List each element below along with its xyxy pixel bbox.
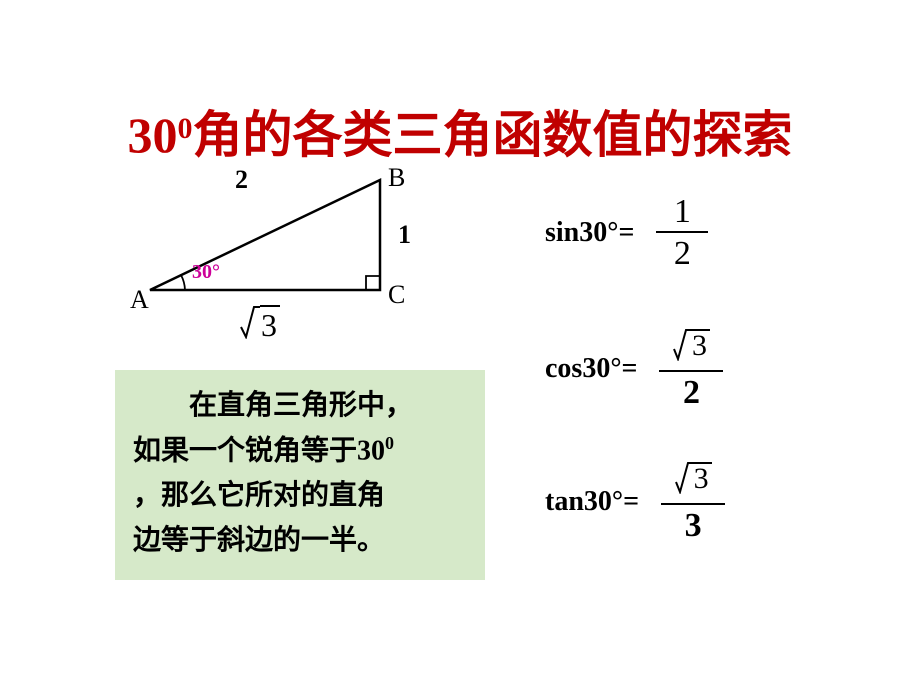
side-ab: 2 [235, 165, 248, 195]
vertex-c: C [388, 280, 405, 310]
tan30-den: 3 [685, 505, 702, 543]
title-prefix: 30 [128, 107, 178, 163]
triangle-shape [150, 180, 380, 290]
theorem-line2a: 如果一个锐角等于 [133, 435, 357, 466]
title-suffix: 角的各类三角函数值的探索 [193, 107, 793, 163]
theorem-line2-sup: 0 [385, 433, 394, 453]
radical-icon [240, 303, 260, 339]
radical-icon [673, 327, 691, 361]
theorem-line1: 在直角三角形中， [189, 390, 413, 421]
angle-arc [181, 275, 185, 290]
theorem-line3: ，那么它所对的直角 [133, 480, 385, 511]
slide-title: 300角的各类三角函数值的探索 [0, 95, 920, 167]
side-ac-sqrt: 3 [240, 303, 280, 348]
sin30-num: 1 [668, 195, 697, 231]
sin30-frac: 1 2 [656, 195, 708, 271]
vertex-b: B [388, 163, 405, 193]
theorem-line4: 边等于斜边的一半。 [133, 525, 385, 556]
tan30-frac: 3 3 [661, 460, 725, 543]
cos30-radicand: 3 [691, 329, 710, 361]
right-angle-marker [366, 276, 380, 290]
angle-30: 30° [192, 261, 220, 284]
tan30-num: 3 [669, 460, 718, 503]
triangle-svg [130, 175, 450, 335]
tan30-lhs: tan30°= [545, 486, 639, 518]
vertex-a: A [130, 285, 149, 315]
theorem-line2b: 30 [357, 435, 385, 466]
cos30-num: 3 [667, 327, 716, 370]
radical-icon [675, 460, 693, 494]
eq-tan30: tan30°= 3 3 [545, 460, 725, 543]
tan30-radicand: 3 [693, 462, 712, 494]
cos30-den: 2 [683, 372, 700, 410]
title-sup: 0 [178, 112, 193, 145]
eq-sin30: sin30°= 1 2 [545, 195, 708, 271]
sin30-lhs: sin30°= [545, 217, 634, 249]
side-ac-radicand: 3 [260, 305, 280, 344]
eq-cos30: cos30°= 3 2 [545, 327, 723, 410]
cos30-frac: 3 2 [659, 327, 723, 410]
cos30-lhs: cos30°= [545, 353, 637, 385]
side-bc: 1 [398, 220, 411, 250]
triangle-diagram: A B C 2 1 30° 3 [130, 175, 450, 335]
theorem-box: 在直角三角形中， 如果一个锐角等于300 ，那么它所对的直角 边等于斜边的一半。 [115, 370, 485, 580]
sin30-den: 2 [674, 233, 691, 271]
